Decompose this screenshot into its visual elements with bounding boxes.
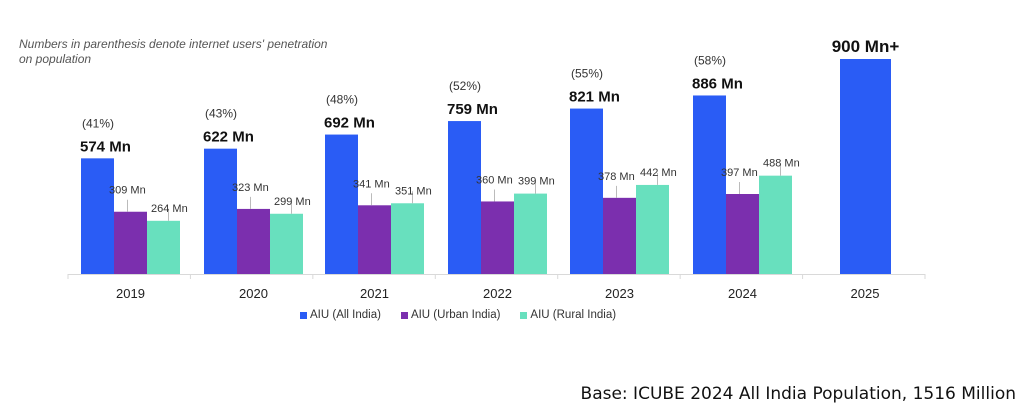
bar-aiu-all-india-2020	[204, 148, 237, 274]
bar-aiu-rural-india-2021	[391, 203, 424, 274]
legend-item: AIU (All India)	[300, 309, 381, 321]
x-tick-label: 2023	[605, 286, 634, 301]
data-label-all-india: 759 Mn	[447, 101, 498, 118]
data-label-all-india: 692 Mn	[324, 115, 375, 132]
bar-aiu-all-india-2023	[570, 108, 603, 274]
legend-swatch	[400, 311, 408, 319]
data-label-rural: 399 Mn	[518, 176, 555, 188]
data-label-rural: 442 Mn	[640, 167, 677, 179]
bar-aiu-all-india-2022	[448, 121, 481, 275]
legend-label: AIU (Rural India)	[530, 309, 617, 321]
legend-label: AIU (All India)	[310, 309, 381, 321]
bar-aiu-all-india-2021	[325, 134, 358, 274]
data-label-all-india: 900 Mn+	[832, 37, 900, 56]
x-tick-label: 2022	[483, 286, 512, 301]
legend-swatch	[520, 311, 528, 319]
bar-aiu-urban-india-2023	[603, 197, 636, 274]
bar-aiu-all-india-2025	[840, 59, 891, 274]
data-label-urban: 309 Mn	[109, 185, 146, 197]
bar-aiu-rural-india-2020	[270, 213, 303, 274]
data-label-all-india: 622 Mn	[203, 129, 254, 146]
legend-item: AIU (Rural India)	[520, 309, 616, 321]
base-footnote: Base: ICUBE 2024 All India Population, 1…	[580, 384, 1016, 404]
penetration-label: (58%)	[694, 53, 726, 67]
bar-aiu-urban-india-2019	[114, 211, 147, 274]
x-tick-label: 2020	[239, 286, 268, 301]
bar-aiu-all-india-2024	[693, 95, 726, 274]
penetration-note: Numbers in parenthesis denote internet u…	[19, 37, 328, 66]
bar-aiu-all-india-2019	[81, 158, 114, 274]
bar-aiu-rural-india-2024	[759, 175, 792, 274]
data-label-all-india: 821 Mn	[569, 89, 620, 106]
data-label-urban: 341 Mn	[353, 178, 390, 190]
legend-item: AIU (Urban India)	[400, 309, 501, 321]
penetration-label: (52%)	[449, 79, 481, 93]
bar-aiu-urban-india-2022	[481, 201, 514, 274]
chart-legend: AIU (All India) AIU (Urban India) AIU (Rur…	[300, 309, 616, 321]
penetration-label: (48%)	[326, 93, 358, 107]
penetration-label: (55%)	[571, 67, 603, 81]
bar-aiu-urban-india-2021	[358, 205, 391, 274]
legend-swatch	[300, 311, 307, 319]
bar-aiu-rural-india-2022	[514, 193, 547, 274]
bar-aiu-rural-india-2023	[636, 184, 669, 274]
data-label-urban: 323 Mn	[232, 182, 269, 194]
data-label-rural: 351 Mn	[395, 185, 432, 197]
data-label-rural: 488 Mn	[763, 158, 800, 170]
data-label-all-india: 886 Mn	[692, 75, 743, 92]
x-tick-label: 2025	[851, 286, 880, 301]
data-label-urban: 397 Mn	[721, 167, 758, 179]
data-label-rural: 264 Mn	[151, 203, 188, 215]
data-label-urban: 378 Mn	[598, 171, 635, 183]
penetration-label: (41%)	[82, 116, 114, 130]
data-label-rural: 299 Mn	[274, 196, 311, 208]
x-tick-label: 2021	[360, 286, 389, 301]
bar-aiu-urban-india-2024	[726, 194, 759, 274]
x-tick-label: 2019	[116, 286, 145, 301]
data-label-urban: 360 Mn	[476, 174, 513, 186]
bar-aiu-rural-india-2019	[147, 220, 180, 274]
data-label-all-india: 574 Mn	[80, 138, 131, 155]
penetration-label: (43%)	[205, 107, 237, 121]
legend-label: AIU (Urban India)	[410, 309, 501, 321]
x-tick-label: 2024	[728, 286, 757, 301]
bar-aiu-urban-india-2020	[237, 208, 270, 274]
